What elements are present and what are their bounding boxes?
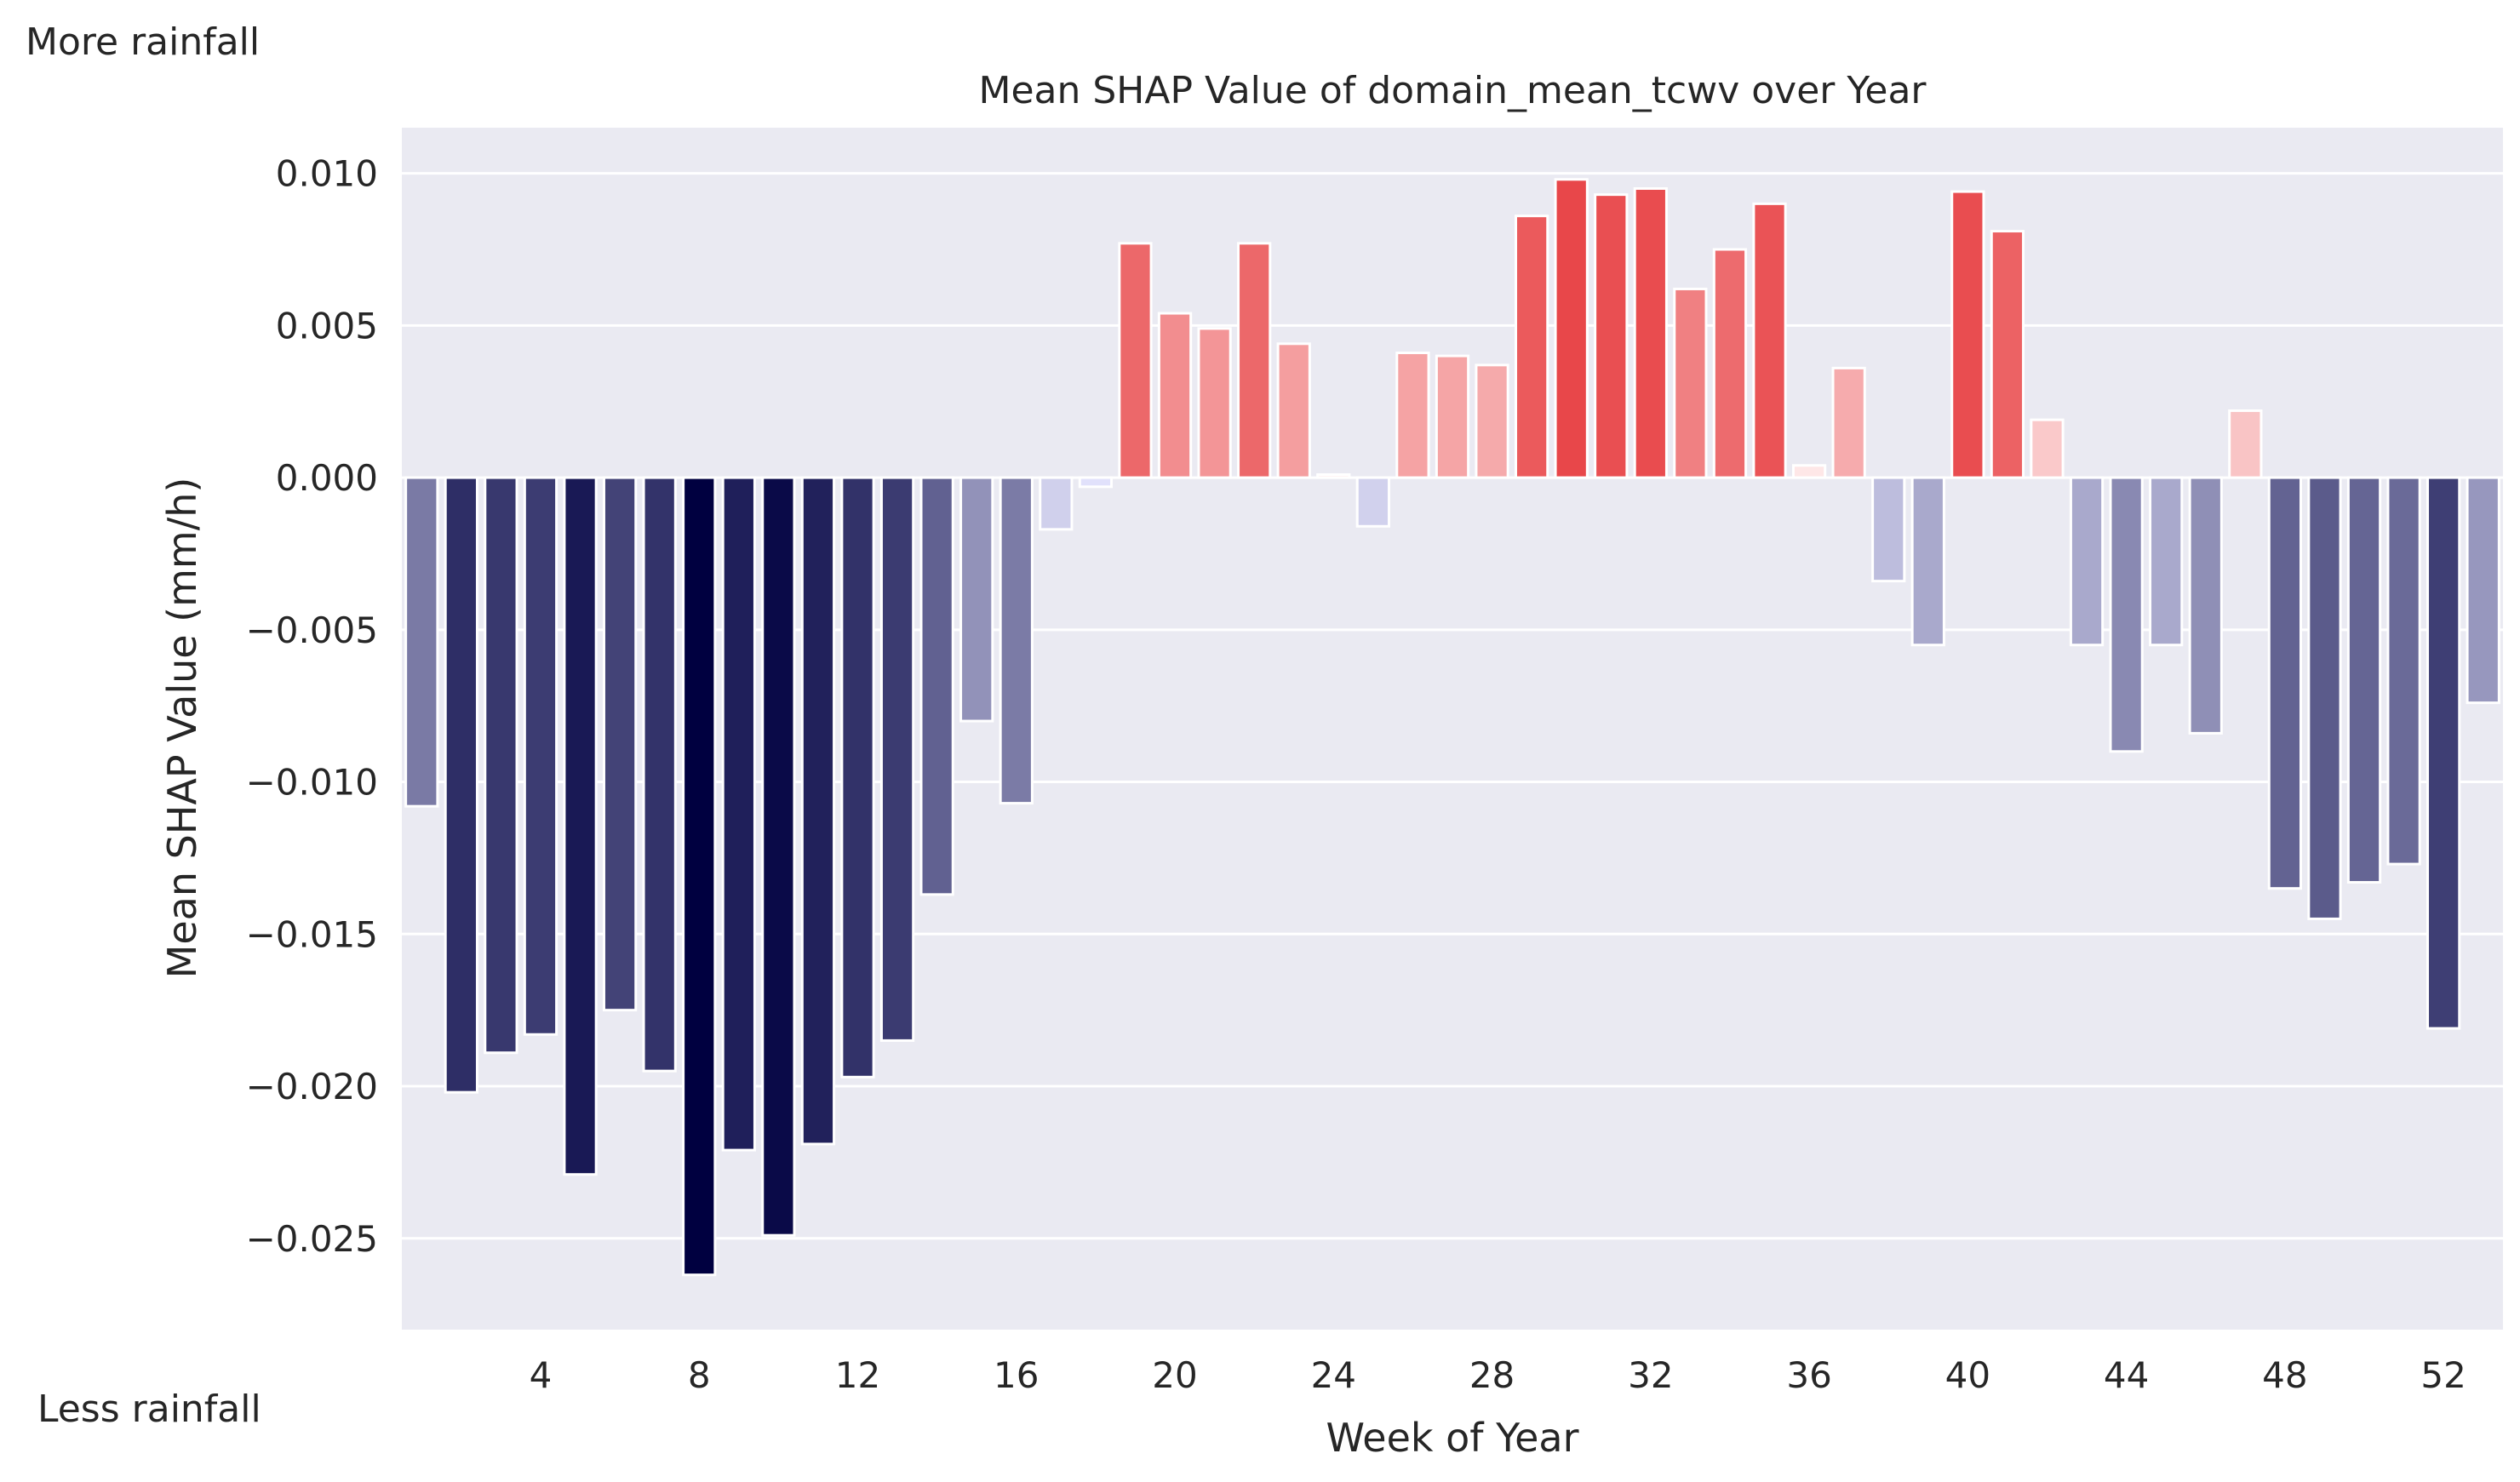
x-tick-label: 16	[994, 1354, 1039, 1396]
x-tick-label: 24	[1311, 1354, 1356, 1396]
bar-week-23	[1276, 342, 1311, 479]
bar-week-10	[761, 476, 796, 1237]
x-tick-label: 36	[1786, 1354, 1831, 1396]
y-tick-labels: 0.010 0.005 0.000 −0.005 −0.010 −0.015 −0.020 −…	[246, 153, 378, 1260]
x-tick-label: 44	[2104, 1354, 2149, 1396]
bar-week-5	[563, 476, 598, 1176]
bar-week-40	[1950, 190, 1985, 479]
x-tick-label: 40	[1945, 1354, 1990, 1396]
bar-week-11	[800, 476, 836, 1146]
less-rainfall-annotation: Less rainfall	[37, 1388, 261, 1431]
x-axis-label: Week of Year	[1326, 1415, 1578, 1461]
bar-week-35	[1752, 202, 1787, 479]
bar-week-33	[1673, 287, 1708, 479]
bar-week-26	[1395, 352, 1430, 479]
bar-week-29	[1515, 215, 1549, 479]
bar-week-21	[1197, 327, 1232, 479]
bar-week-31	[1594, 193, 1629, 479]
bar-week-45	[2149, 476, 2184, 647]
bar-week-12	[840, 476, 875, 1079]
x-tick-label: 32	[1628, 1354, 1673, 1396]
x-tick-label: 12	[835, 1354, 880, 1396]
bar-week-18	[1078, 476, 1114, 489]
y-tick-label: −0.025	[246, 1218, 378, 1260]
bar-week-50	[2346, 476, 2382, 884]
bar-week-37	[1831, 366, 1866, 479]
x-tick-label: 8	[688, 1354, 711, 1396]
bar-week-28	[1475, 363, 1509, 479]
bar-week-52	[2426, 476, 2461, 1030]
y-tick-label: 0.010	[276, 153, 378, 195]
bar-week-19	[1118, 242, 1153, 479]
bar-week-4	[523, 476, 558, 1036]
y-tick-label: −0.015	[246, 913, 378, 955]
bar-week-17	[1039, 476, 1074, 531]
bar-week-20	[1157, 312, 1193, 479]
y-tick-label: −0.005	[246, 609, 378, 651]
y-tick-label: 0.005	[276, 305, 378, 346]
bar-week-3	[484, 476, 518, 1055]
bar-week-34	[1712, 248, 1748, 479]
y-axis-label: Mean SHAP Value (mm/h)	[159, 478, 205, 979]
bar-week-15	[959, 476, 994, 723]
bar-week-8	[682, 476, 717, 1277]
bar-week-48	[2267, 476, 2303, 890]
bar-week-30	[1554, 178, 1589, 479]
x-tick-label: 4	[530, 1354, 553, 1396]
bar-week-53	[2466, 476, 2500, 705]
bar-week-49	[2307, 476, 2342, 920]
bar-week-39	[1910, 476, 1945, 647]
y-tick-label: −0.010	[246, 762, 378, 804]
bar-week-24	[1316, 473, 1351, 479]
more-rainfall-annotation: More rainfall	[26, 20, 261, 64]
bar-week-22	[1237, 242, 1272, 479]
x-tick-label: 48	[2262, 1354, 2307, 1396]
bars	[404, 178, 2500, 1277]
plot-area	[402, 128, 2503, 1330]
bar-week-1	[404, 476, 439, 808]
y-tick-label: −0.020	[246, 1066, 378, 1107]
x-tick-label: 52	[2420, 1354, 2466, 1396]
chart-title: Mean SHAP Value of domain_mean_tcwv over…	[979, 69, 1927, 112]
bar-week-25	[1355, 476, 1390, 528]
bar-week-44	[2109, 476, 2144, 753]
x-tick-labels: 4 8 12 16 20 24 28 32 36 40 44 48 52	[530, 1354, 2466, 1396]
x-tick-label: 20	[1152, 1354, 1197, 1396]
y-tick-label: 0.000	[276, 457, 378, 499]
bar-week-47	[2228, 409, 2263, 479]
bar-week-13	[879, 476, 915, 1042]
bar-week-46	[2188, 476, 2223, 735]
bar-week-32	[1633, 186, 1668, 479]
bar-week-6	[602, 476, 638, 1012]
bar-week-41	[1990, 230, 2025, 479]
bar-week-43	[2069, 476, 2105, 647]
bar-week-7	[642, 476, 677, 1073]
bar-week-27	[1435, 354, 1470, 479]
bar-week-14	[919, 476, 954, 896]
bar-week-51	[2386, 476, 2421, 866]
x-tick-label: 28	[1469, 1354, 1515, 1396]
bar-week-36	[1791, 464, 1827, 479]
bar-week-2	[444, 476, 478, 1094]
bar-week-9	[721, 476, 756, 1152]
bar-week-38	[1871, 476, 1906, 583]
bar-week-16	[999, 476, 1034, 805]
bar-week-42	[2030, 418, 2065, 479]
